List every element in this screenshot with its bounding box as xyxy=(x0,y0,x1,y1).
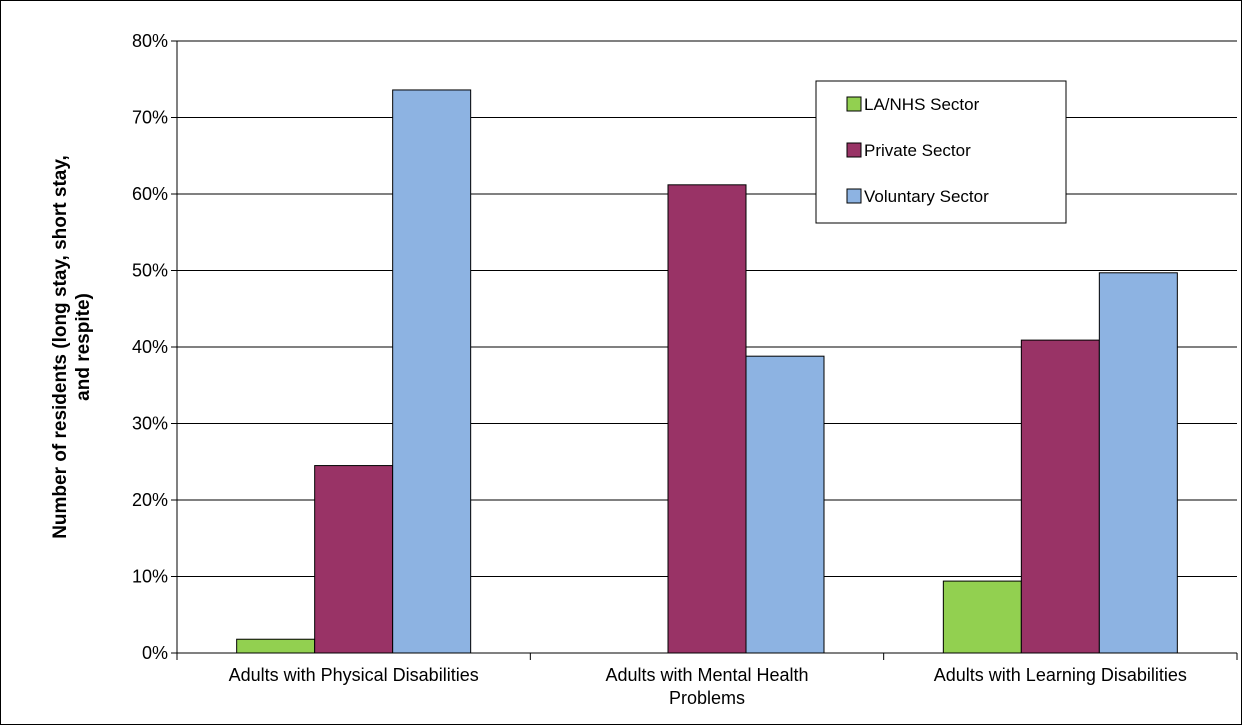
y-axis-title-line: and respite) xyxy=(73,293,94,401)
legend-swatch xyxy=(846,96,862,112)
x-category-label: Adults with Mental Health xyxy=(605,665,808,685)
y-tick-label: 80% xyxy=(132,31,168,51)
y-axis-title-line: Number of residents (long stay, short st… xyxy=(50,155,71,539)
y-tick-label: 60% xyxy=(132,184,168,204)
y-tick-label: 10% xyxy=(132,567,168,587)
bars xyxy=(236,89,1178,654)
y-tick-label: 0% xyxy=(142,643,168,663)
axes xyxy=(171,40,1238,660)
legend-label: Voluntary Sector xyxy=(864,187,989,206)
y-tick-labels: 0% 10% 20% 30% 40% 50% 60% 70% 80% xyxy=(132,31,168,663)
legend-label: Private Sector xyxy=(864,141,971,160)
legend-swatch xyxy=(846,188,862,204)
legend-swatch xyxy=(846,142,862,158)
y-axis-title: Number of residents (long stay, short st… xyxy=(50,155,94,539)
bar-voluntary-sector-1 xyxy=(392,89,472,654)
bar-private-sector-1 xyxy=(314,465,394,654)
legend-label: LA/NHS Sector xyxy=(864,95,980,114)
y-tick-label: 30% xyxy=(132,414,168,434)
y-tick-label: 20% xyxy=(132,490,168,510)
bar-voluntary-sector-3 xyxy=(1098,272,1178,654)
bar-voluntary-sector-2 xyxy=(745,355,825,654)
x-category-label: Problems xyxy=(669,688,745,708)
y-tick-label: 40% xyxy=(132,337,168,357)
bar-private-sector-2 xyxy=(667,184,747,654)
legend: LA/NHS Sector Private Sector Voluntary Sec… xyxy=(815,80,1067,224)
x-category-labels: Adults with Physical Disabilities Adults … xyxy=(229,665,1187,708)
bar-la-nhs-sector-1 xyxy=(236,638,316,654)
y-tick-label: 70% xyxy=(132,108,168,128)
bar-private-sector-3 xyxy=(1020,339,1100,654)
bar-la-nhs-sector-3 xyxy=(942,580,1022,654)
y-tick-label: 50% xyxy=(132,261,168,281)
x-category-label: Adults with Physical Disabilities xyxy=(229,665,479,685)
x-category-label: Adults with Learning Disabilities xyxy=(934,665,1187,685)
